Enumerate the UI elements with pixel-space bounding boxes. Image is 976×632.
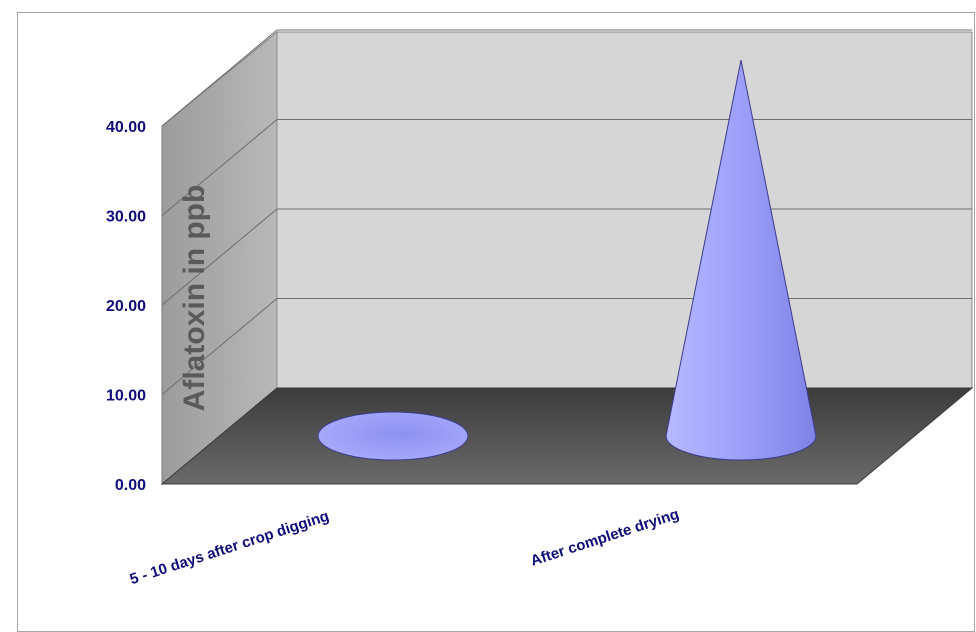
x-axis-categories: 5 - 10 days after crop digging After comp… xyxy=(128,506,681,589)
gridlines xyxy=(161,29,972,395)
cone-mark xyxy=(317,411,469,461)
floor xyxy=(160,387,974,485)
y-tick-label: 40.00 xyxy=(106,119,146,136)
gridline-side xyxy=(161,208,278,306)
x-category-label: 5 - 10 days after crop digging xyxy=(128,508,331,589)
y-tick-label: 30.00 xyxy=(106,209,146,226)
gridline-side xyxy=(161,298,278,395)
gridline-side xyxy=(161,119,278,216)
y-axis-ticks: 0.00 10.00 20.00 30.00 40.00 xyxy=(106,119,146,494)
x-category-label: After complete drying xyxy=(529,506,682,570)
y-axis-label: Aflatoxin in ppb xyxy=(178,185,211,412)
cone-mark xyxy=(665,60,817,461)
cone-marks xyxy=(317,60,817,461)
gridline-side xyxy=(161,29,278,127)
y-tick-label: 20.00 xyxy=(106,298,146,315)
y-tick-label: 0.00 xyxy=(115,477,146,494)
back-wall xyxy=(276,31,973,389)
y-tick-label: 10.00 xyxy=(106,388,146,405)
